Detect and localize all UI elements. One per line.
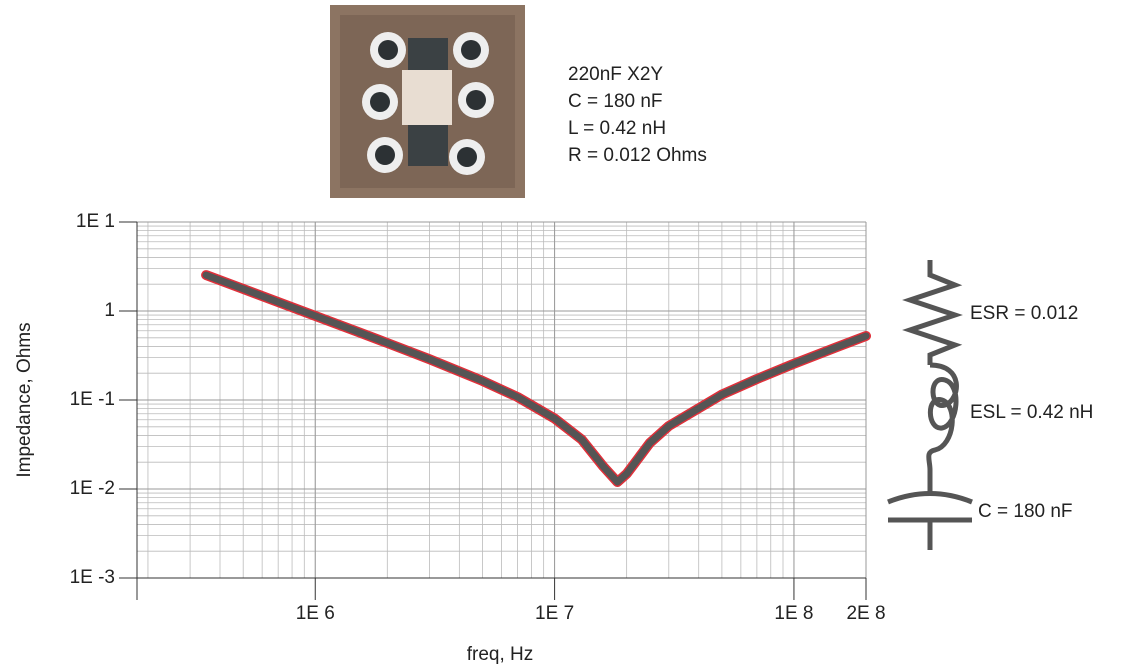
y-tick-label: 1E -3 bbox=[70, 567, 115, 588]
circuit-label: C = 180 nF bbox=[978, 501, 1073, 522]
circuit-symbol bbox=[887, 260, 973, 550]
annotation: C = 180 nF bbox=[568, 91, 663, 112]
x-tick-label: 1E 6 bbox=[296, 603, 335, 624]
annotation: L = 0.42 nH bbox=[568, 118, 666, 139]
grid bbox=[137, 221, 867, 579]
annotation: 220nF X2Y bbox=[568, 64, 663, 85]
circuit-label: ESL = 0.42 nH bbox=[970, 402, 1093, 423]
data-line bbox=[202, 271, 870, 486]
x-axis-title: freq, Hz bbox=[467, 644, 534, 665]
annotation: R = 0.012 Ohms bbox=[568, 145, 707, 166]
y-tick-label: 1E -2 bbox=[70, 478, 115, 499]
x-tick-label: 1E 8 bbox=[774, 603, 813, 624]
x-tick-label: 2E 8 bbox=[846, 603, 885, 624]
circuit-label: ESR = 0.012 bbox=[970, 303, 1078, 324]
y-axis-title: Impedance, Ohms bbox=[14, 322, 35, 477]
y-tick-label: 1E 1 bbox=[76, 211, 115, 232]
y-tick-label: 1E -1 bbox=[70, 389, 115, 410]
y-tick-label: 1 bbox=[104, 300, 115, 321]
x-tick-label: 1E 7 bbox=[535, 603, 574, 624]
component-photo bbox=[330, 5, 525, 198]
